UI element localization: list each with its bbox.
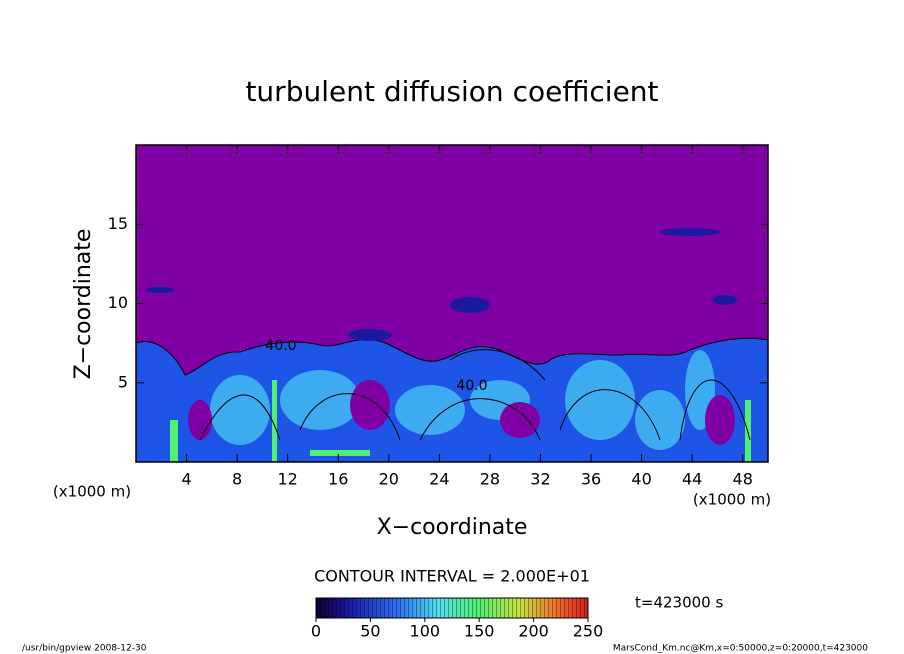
- footer-right: MarsCond_Km.nc@Km,x=0:50000,z=0:20000,t=…: [613, 644, 868, 654]
- time-label: t=423000 s: [635, 594, 723, 612]
- x-tick-label: 4: [181, 470, 191, 489]
- y-tick-label: 5: [118, 372, 128, 391]
- x-tick-label: 16: [328, 470, 348, 489]
- field-pockets: [188, 380, 735, 445]
- x-tick-label: 24: [429, 470, 449, 489]
- colorbar-tick-label: 200: [518, 622, 549, 641]
- contour-interval: CONTOUR INTERVAL = 2.000E+01: [314, 567, 590, 586]
- upper-patches: [146, 228, 737, 341]
- x-tick-label: 44: [682, 470, 702, 489]
- colorbar-tick-label: 150: [464, 622, 495, 641]
- x-axis-label: X−coordinate: [377, 515, 528, 540]
- contour-label: 40.0: [265, 338, 296, 354]
- contour-lines: [199, 349, 751, 441]
- y-tick-label: 10: [108, 293, 128, 312]
- y-tick-label: 15: [108, 214, 128, 233]
- colorbar-tick-label: 50: [360, 622, 380, 641]
- x-tick-label: 48: [733, 470, 753, 489]
- x-tick-label: 36: [581, 470, 601, 489]
- x-tick-label: 8: [232, 470, 242, 489]
- field-blobs: [210, 350, 715, 450]
- y-unit-label: (x1000 m): [53, 483, 131, 501]
- contour-label: 40.0: [456, 378, 487, 394]
- colorbar-tick-label: 250: [573, 622, 604, 641]
- colorbar-tick-label: 0: [311, 622, 321, 641]
- footer-left: /usr/bin/gpview 2008-12-30: [22, 644, 147, 654]
- contour-field: [136, 145, 768, 462]
- colorbar-frame: [315, 597, 589, 619]
- x-tick-label: 32: [530, 470, 550, 489]
- chart-title: turbulent diffusion coefficient: [245, 75, 658, 108]
- x-tick-label: 40: [631, 470, 651, 489]
- colorbar-tick-label: 100: [410, 622, 441, 641]
- x-tick-label: 12: [278, 470, 298, 489]
- x-tick-label: 20: [379, 470, 399, 489]
- x-tick-label: 28: [480, 470, 500, 489]
- y-axis-label: Z−coordinate: [71, 229, 96, 380]
- x-unit-label: (x1000 m): [693, 491, 771, 509]
